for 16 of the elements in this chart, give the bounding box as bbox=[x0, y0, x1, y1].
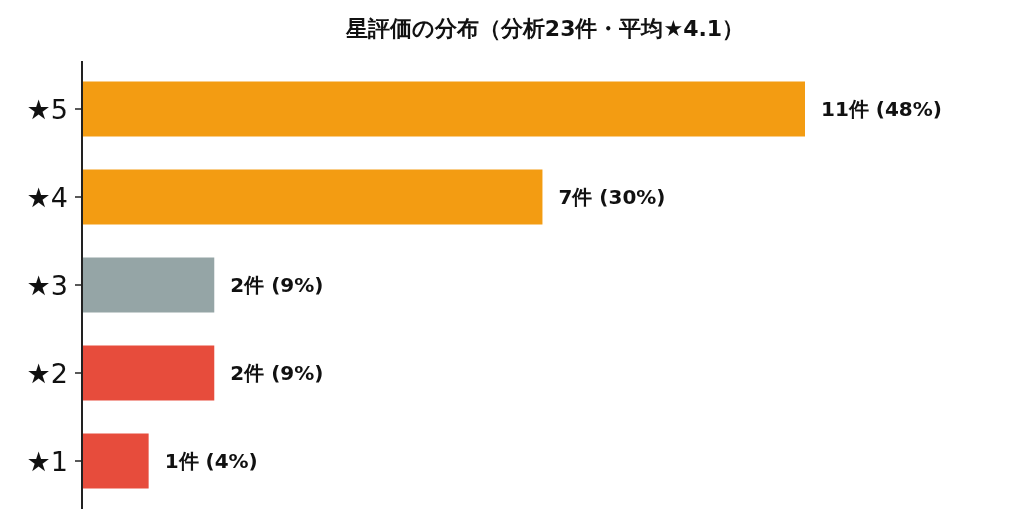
data-label: 2件 (9%) bbox=[230, 361, 324, 385]
bar bbox=[83, 433, 149, 489]
y-tick-label: ★5 bbox=[26, 94, 68, 125]
data-label: 2件 (9%) bbox=[230, 273, 324, 297]
y-tick-label: ★2 bbox=[26, 358, 68, 389]
bar bbox=[83, 345, 215, 401]
y-tick-label: ★1 bbox=[26, 446, 68, 477]
bar bbox=[83, 257, 215, 313]
bar bbox=[83, 81, 805, 137]
data-label: 7件 (30%) bbox=[558, 185, 666, 209]
chart-title: 星評価の分布（分析23件・平均★4.1） bbox=[344, 16, 745, 41]
data-label: 1件 (4%) bbox=[164, 449, 258, 473]
data-label: 11件 (48%) bbox=[821, 97, 942, 121]
y-tick-label: ★4 bbox=[26, 182, 68, 213]
bar bbox=[83, 169, 543, 225]
y-tick-label: ★3 bbox=[26, 270, 68, 301]
